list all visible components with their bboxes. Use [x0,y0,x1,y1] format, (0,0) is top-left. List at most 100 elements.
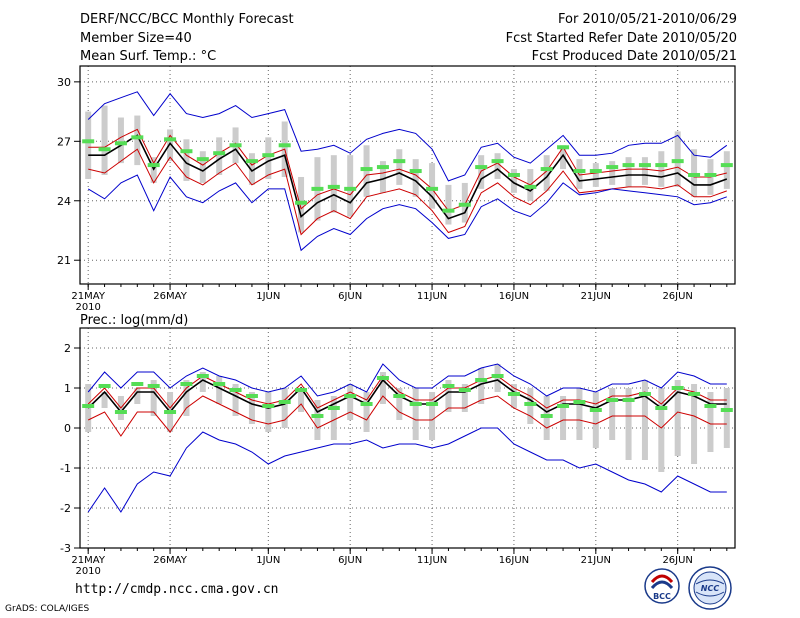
panel2-xtick-year: 2010 [75,566,100,577]
panel1-member-box-36 [658,151,665,187]
panel1-series-upper-outer [87,91,728,182]
panel2-median-mark-30 [557,404,570,408]
panel2-xtick-label-7: 26JUN [662,555,692,566]
panel1-series-lower-outer [87,174,727,252]
panel2-median-mark-20 [393,394,406,398]
panel2-member-box-17 [347,384,354,420]
panel1-median-mark-10 [229,143,242,148]
panel2-member-box-24 [461,384,468,412]
panel2-series-upper-outer [87,363,727,397]
panel1-member-box-2 [101,105,108,175]
panel1-median-mark-25 [475,165,488,170]
panel2-median-mark-13 [278,400,291,404]
panel2-member-box-35 [641,380,648,460]
member-size-label: Member Size=40 [80,31,192,46]
chart-title: DERF/NCC/BCC Monthly Forecast [80,12,294,27]
panel1-median-mark-11 [245,159,258,164]
panel1-member-box-9 [216,137,223,175]
panel1-member-box-31 [576,159,583,189]
panel2-median-mark-31 [573,400,586,404]
panel1-median-mark-8 [196,157,209,162]
panel2-ytick-label-0: -3 [60,542,71,555]
panel1-xtick-label-3: 6JUN [338,291,362,302]
panel1-median-mark-18 [360,167,373,172]
panel1-ytick-label-2: 27 [57,135,71,148]
panel2-median-mark-24 [458,388,471,392]
panel2-median-mark-10 [229,388,242,392]
panel1-median-mark-33 [606,165,619,170]
panel2-member-box-16 [330,396,337,440]
panel2-member-box-11 [248,392,255,424]
panel2-median-mark-38 [688,392,701,396]
panel1-series-upper-inner [88,128,727,212]
variable-label: Mean Surf. Temp.: °C [80,49,217,64]
panel2-median-mark-40 [720,408,733,412]
panel1-median-mark-12 [262,153,275,158]
panel1-member-box-40 [723,151,730,189]
panel2-member-box-38 [691,384,698,464]
panel2-median-mark-33 [606,398,619,402]
panel1-median-mark-29 [540,167,553,172]
panel1-median-mark-31 [573,169,586,174]
panel1-median-mark-22 [426,186,439,191]
source-url[interactable]: http://cmdp.ncc.cma.gov.cn [75,582,279,597]
panel1-member-box-29 [543,155,550,191]
panel2-member-box-12 [265,392,272,432]
ncc-logo: NCC [688,566,732,610]
panel2-member-box-19 [379,372,386,404]
panel1-median-mark-16 [327,184,340,189]
panel2-median-mark-29 [540,414,553,418]
panel2-member-box-36 [658,388,665,472]
panel2-xtick-label-2: 1JUN [256,555,280,566]
panel2-member-box-33 [609,388,616,440]
panel2-median-mark-4 [131,382,144,386]
panel2-member-box-23 [445,380,452,412]
panel2-median-mark-7 [180,382,193,386]
panel1-member-box-30 [560,145,567,170]
panel2-series-lower-inner [87,395,727,437]
panel2-member-box-7 [183,380,190,416]
panel1-median-mark-7 [180,149,193,154]
panel1-member-box-16 [330,155,337,213]
panel2-median-mark-3 [114,410,127,414]
panel2-member-box-31 [576,388,583,440]
panel2-median-mark-36 [655,406,668,410]
panel2-member-box-2 [101,392,108,408]
panel1-member-box-35 [641,157,648,185]
panel2-median-mark-5 [147,384,160,388]
panel1-xtick-label-7: 26JUN [662,291,692,302]
panel2-median-mark-34 [622,398,635,402]
panel1-member-box-33 [609,161,616,185]
panel2-median-mark-1 [82,404,95,408]
panel1-median-mark-34 [622,163,635,168]
panel2-member-box-9 [216,376,223,404]
panel2-series-ensemble-mean [87,378,727,414]
panel1-member-box-6 [167,129,174,162]
panel2-median-mark-17 [344,394,357,398]
forecast-period: For 2010/05/21-2010/06/29 [558,12,737,27]
panel1-median-mark-39 [704,173,717,177]
panel1-frame [79,65,736,285]
panel1-member-box-19 [379,161,386,193]
panel1-xtick-label-2: 1JUN [256,291,280,302]
panel1-median-mark-13 [278,143,291,148]
panel1-median-mark-28 [524,184,537,189]
panel2-member-box-14 [298,388,305,412]
panel2-median-mark-22 [426,402,439,406]
panel2-median-mark-21 [409,402,422,406]
panel2-member-box-21 [412,388,419,440]
panel1-xtick-label-6: 21JUN [581,291,611,302]
panel1-median-mark-37 [671,159,684,164]
panel2-member-box-20 [396,388,403,420]
panel1-median-mark-20 [393,159,406,164]
ncc-logo-text: NCC [701,584,720,593]
panel1-median-mark-35 [638,163,651,168]
panel2-member-box-8 [199,372,206,392]
panel2-member-box-37 [674,380,681,456]
panel2-median-mark-12 [262,404,275,408]
panel2-median-mark-26 [491,374,504,378]
panel2-member-box-5 [150,380,157,416]
panel2-member-box-25 [478,368,485,404]
panel2-ytick-label-1: -2 [60,502,71,515]
panel2-median-mark-15 [311,414,324,418]
